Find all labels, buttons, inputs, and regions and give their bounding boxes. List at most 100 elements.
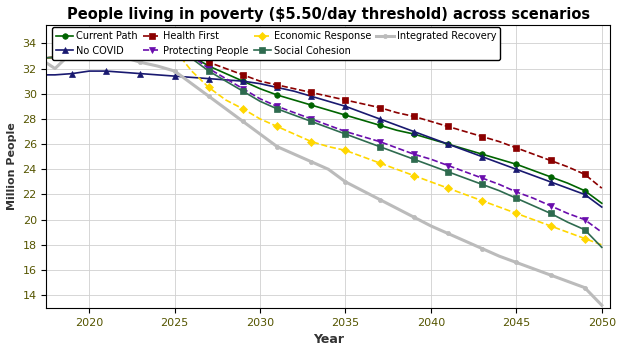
Social Cohesion — [69, 51, 76, 55]
Health First — [444, 124, 452, 128]
Social Cohesion — [342, 132, 349, 136]
Social Cohesion — [256, 99, 264, 103]
No COVID — [598, 205, 605, 209]
Current Path — [342, 113, 349, 117]
Health First — [256, 79, 264, 83]
Economic Response — [51, 55, 59, 59]
Economic Response — [137, 41, 144, 46]
No COVID — [51, 73, 59, 77]
Protecting People — [222, 77, 230, 81]
Health First — [85, 49, 93, 53]
Social Cohesion — [308, 119, 315, 124]
Health First — [342, 98, 349, 102]
Current Path — [51, 55, 59, 59]
Protecting People — [85, 49, 93, 53]
Social Cohesion — [530, 204, 537, 208]
Integrated Recovery — [222, 107, 230, 111]
Integrated Recovery — [581, 286, 588, 290]
Line: Economic Response: Economic Response — [35, 38, 605, 247]
No COVID — [222, 78, 230, 82]
No COVID — [393, 123, 401, 127]
Health First — [324, 94, 332, 98]
Integrated Recovery — [479, 246, 486, 251]
No COVID — [34, 73, 42, 77]
Current Path — [479, 152, 486, 156]
Protecting People — [137, 41, 144, 46]
Social Cohesion — [239, 89, 246, 93]
No COVID — [154, 73, 161, 77]
Current Path — [85, 49, 93, 53]
Integrated Recovery — [102, 51, 110, 55]
Economic Response — [102, 46, 110, 50]
Integrated Recovery — [69, 50, 76, 54]
Protecting People — [479, 176, 486, 180]
Health First — [530, 152, 537, 156]
Social Cohesion — [205, 69, 213, 73]
Protecting People — [598, 230, 605, 234]
Integrated Recovery — [444, 231, 452, 235]
Health First — [495, 139, 503, 144]
Current Path — [239, 79, 246, 83]
Economic Response — [256, 117, 264, 121]
Current Path — [410, 132, 417, 136]
Integrated Recovery — [154, 64, 161, 68]
Economic Response — [69, 51, 76, 55]
Social Cohesion — [137, 41, 144, 46]
No COVID — [188, 75, 195, 79]
Current Path — [171, 39, 178, 43]
Health First — [308, 90, 315, 95]
Health First — [273, 83, 281, 87]
No COVID — [308, 94, 315, 98]
No COVID — [461, 148, 469, 152]
Social Cohesion — [427, 163, 435, 168]
Economic Response — [410, 173, 417, 178]
Current Path — [102, 46, 110, 50]
Health First — [205, 60, 213, 64]
Protecting People — [393, 146, 401, 150]
Health First — [598, 186, 605, 190]
No COVID — [273, 85, 281, 90]
Current Path — [393, 128, 401, 132]
Health First — [102, 46, 110, 50]
Economic Response — [342, 148, 349, 152]
Current Path — [598, 201, 605, 205]
Economic Response — [324, 144, 332, 149]
Integrated Recovery — [291, 152, 298, 156]
No COVID — [444, 142, 452, 146]
Integrated Recovery — [530, 267, 537, 271]
Economic Response — [461, 192, 469, 197]
Economic Response — [393, 167, 401, 172]
Economic Response — [273, 124, 281, 128]
Social Cohesion — [324, 126, 332, 130]
Protecting People — [410, 152, 417, 156]
Protecting People — [154, 39, 161, 43]
Current Path — [205, 64, 213, 68]
Economic Response — [308, 139, 315, 144]
Economic Response — [512, 211, 520, 215]
Integrated Recovery — [205, 94, 213, 98]
Current Path — [34, 56, 42, 61]
No COVID — [359, 110, 366, 115]
Y-axis label: Million People: Million People — [7, 122, 17, 210]
Integrated Recovery — [564, 279, 572, 283]
Economic Response — [205, 85, 213, 90]
Protecting People — [273, 104, 281, 108]
Integrated Recovery — [598, 303, 605, 307]
Integrated Recovery — [342, 180, 349, 184]
No COVID — [256, 82, 264, 86]
Current Path — [308, 103, 315, 107]
No COVID — [581, 192, 588, 197]
No COVID — [85, 69, 93, 73]
Health First — [581, 172, 588, 176]
Social Cohesion — [102, 46, 110, 50]
No COVID — [120, 70, 127, 74]
Integrated Recovery — [256, 132, 264, 136]
Protecting People — [291, 110, 298, 115]
Social Cohesion — [598, 245, 605, 250]
Integrated Recovery — [324, 167, 332, 172]
Protecting People — [581, 217, 588, 222]
Protecting People — [256, 97, 264, 101]
Economic Response — [239, 107, 246, 111]
Health First — [461, 130, 469, 134]
No COVID — [239, 79, 246, 83]
